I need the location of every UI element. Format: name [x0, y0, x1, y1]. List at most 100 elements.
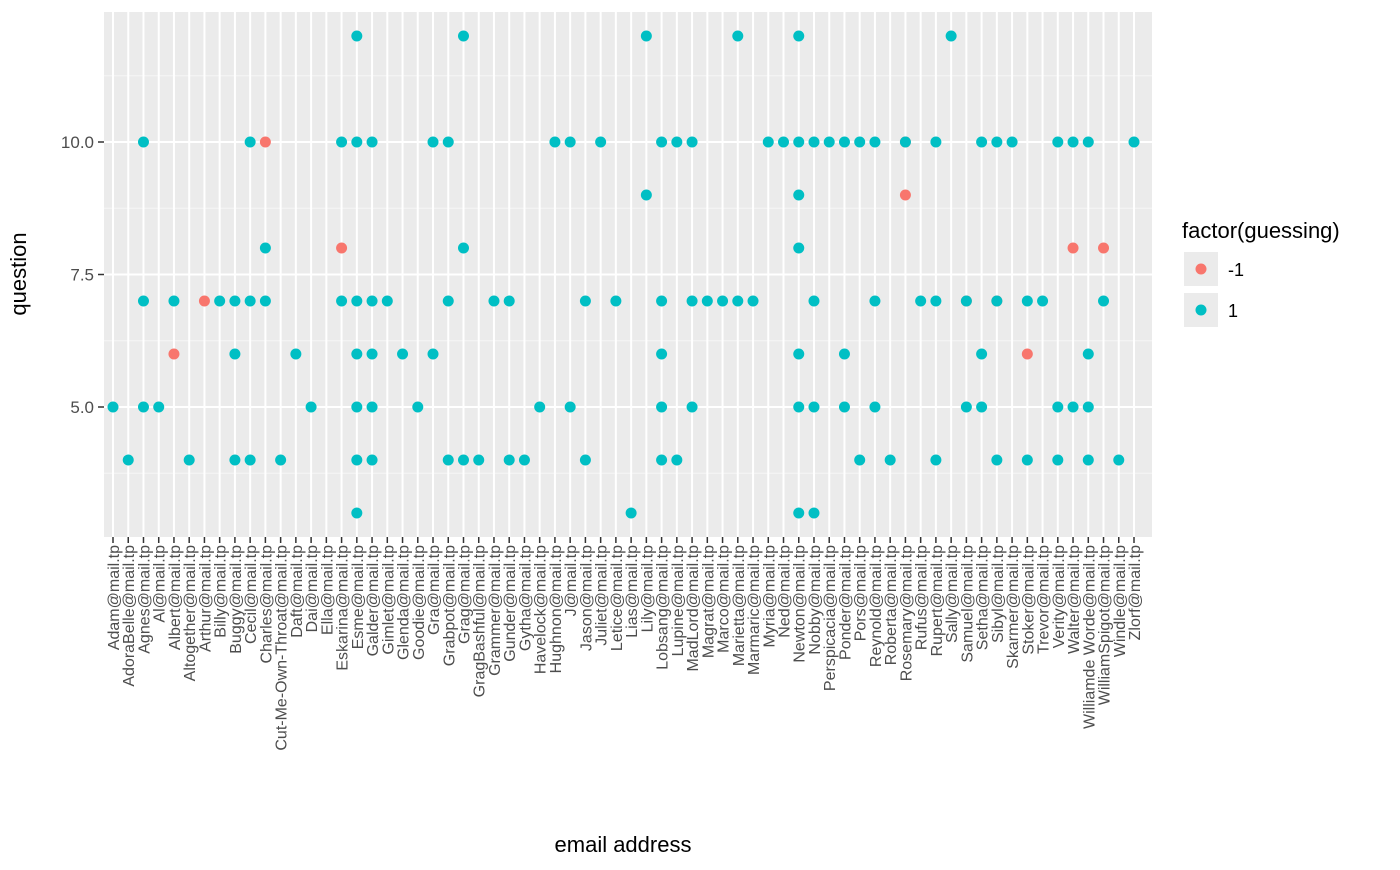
x-tick-label: Sibyl@mail.tp	[990, 545, 1007, 643]
x-tick-label: Al@mail.tp	[152, 545, 169, 623]
data-point	[1067, 401, 1079, 413]
data-point	[412, 401, 424, 413]
data-point	[838, 136, 850, 148]
data-point	[442, 454, 454, 466]
data-point	[778, 136, 790, 148]
x-tick-label: Cecil@mail.tp	[243, 545, 260, 644]
x-tick-label: Adam@mail.tp	[106, 545, 123, 650]
data-point	[351, 348, 363, 360]
data-point	[899, 136, 911, 148]
y-axis-title: question	[6, 232, 31, 315]
x-tick-label: Billy@mail.tp	[213, 545, 230, 638]
data-point	[351, 401, 363, 413]
data-point	[1082, 401, 1094, 413]
data-point	[930, 295, 942, 307]
x-tick-label: MadLord@mail.tp	[685, 545, 702, 672]
x-tick-label: GragBashful@mail.tp	[472, 545, 489, 697]
data-point	[793, 348, 805, 360]
data-point	[488, 295, 500, 307]
data-point	[442, 136, 454, 148]
x-tick-label: Lobsang@mail.tp	[655, 545, 672, 670]
data-point	[336, 295, 348, 307]
data-point	[1021, 454, 1033, 466]
x-tick-label: Daft@mail.tp	[289, 545, 306, 638]
data-point	[366, 454, 378, 466]
x-tick-label: Samuel@mail.tp	[959, 545, 976, 663]
data-point	[518, 454, 530, 466]
data-point	[793, 401, 805, 413]
x-tick-label: Ned@mail.tp	[777, 545, 794, 638]
data-point	[137, 295, 149, 307]
x-tick-label: Rosemary@mail.tp	[898, 545, 915, 681]
y-tick-label: 10.0	[61, 133, 94, 152]
data-point	[1052, 454, 1064, 466]
data-point	[534, 401, 546, 413]
data-point	[564, 136, 576, 148]
data-point	[686, 136, 698, 148]
data-point	[625, 507, 637, 519]
data-point	[427, 136, 439, 148]
x-tick-label: Ella@mail.tp	[319, 545, 336, 635]
data-point	[930, 136, 942, 148]
x-tick-label: J@mail.tp	[563, 545, 580, 616]
x-tick-label: Letice@mail.tp	[609, 545, 626, 651]
legend-dot-positive	[1195, 304, 1207, 316]
x-tick-label: Newton@mail.tp	[792, 545, 809, 663]
data-point	[838, 401, 850, 413]
data-point	[397, 348, 409, 360]
x-tick-label: Trevor@mail.tp	[1036, 545, 1053, 654]
x-tick-label: Rupert@mail.tp	[929, 545, 946, 656]
data-point	[442, 295, 454, 307]
x-tick-label: Galder@mail.tp	[365, 545, 382, 656]
data-point	[351, 30, 363, 42]
x-tick-label: Roberta@mail.tp	[883, 545, 900, 665]
data-point	[854, 136, 866, 148]
legend-dot-negative	[1195, 263, 1207, 275]
x-axis: Adam@mail.tpAdoraBelle@mail.tpAgnes@mail…	[106, 537, 1144, 751]
x-tick-label: Goodie@mail.tp	[411, 545, 428, 660]
data-point	[1082, 348, 1094, 360]
data-point	[503, 454, 515, 466]
x-tick-label: Reynold@mail.tp	[868, 545, 885, 667]
data-point	[869, 295, 881, 307]
data-point	[671, 136, 683, 148]
x-tick-label: Arthur@mail.tp	[197, 545, 214, 652]
data-point	[153, 401, 165, 413]
data-point	[229, 295, 241, 307]
data-point	[1006, 136, 1018, 148]
data-point	[457, 30, 469, 42]
data-point	[991, 136, 1003, 148]
data-point	[945, 30, 957, 42]
x-tick-label: Esme@mail.tp	[350, 545, 367, 649]
data-point	[640, 189, 652, 201]
data-point	[366, 295, 378, 307]
data-point	[899, 189, 911, 201]
data-points	[107, 30, 1140, 519]
data-point	[656, 348, 668, 360]
x-tick-label: Stoker@mail.tp	[1020, 545, 1037, 655]
x-tick-label: Cut-Me-Own-Throat@mail.tp	[274, 545, 291, 751]
data-point	[701, 295, 713, 307]
x-tick-label: Sally@mail.tp	[944, 545, 961, 643]
data-point	[656, 454, 668, 466]
x-tick-label: Charles@mail.tp	[258, 545, 275, 664]
y-tick-label: 5.0	[70, 398, 94, 417]
data-point	[595, 136, 607, 148]
x-tick-label: AdoraBelle@mail.tp	[121, 545, 138, 687]
data-point	[732, 295, 744, 307]
data-point	[671, 454, 683, 466]
x-tick-label: Rufus@mail.tp	[914, 545, 931, 650]
x-tick-label: Skarmer@mail.tp	[1005, 545, 1022, 669]
x-tick-label: Lias@mail.tp	[624, 545, 641, 638]
data-point	[808, 507, 820, 519]
data-point	[473, 454, 485, 466]
data-point	[1067, 242, 1079, 254]
data-point	[1082, 454, 1094, 466]
x-tick-label: Williamde Worde@mail.tp	[1081, 545, 1098, 729]
x-tick-label: Nobby@mail.tp	[807, 545, 824, 655]
data-point	[610, 295, 622, 307]
data-point	[336, 136, 348, 148]
x-tick-label: Ponder@mail.tp	[837, 545, 854, 660]
data-point	[823, 136, 835, 148]
